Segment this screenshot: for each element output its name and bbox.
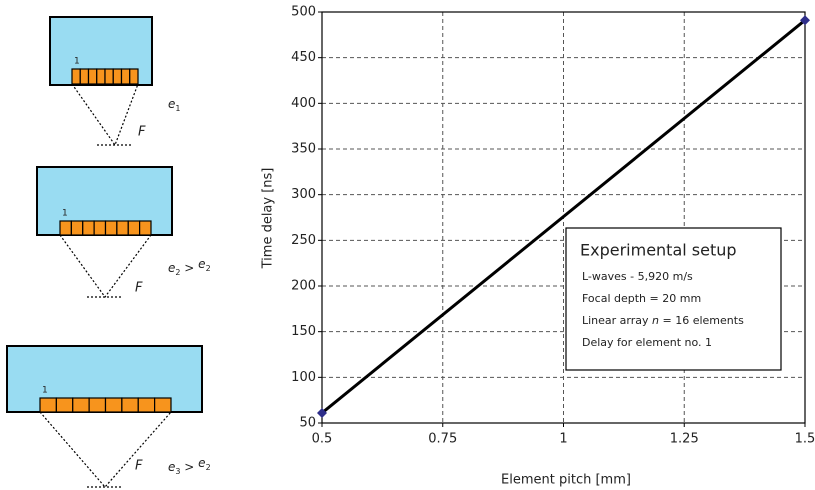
y-tick-label: 300 bbox=[291, 187, 316, 202]
annotation-line: L-waves - 5,920 m/s bbox=[582, 270, 693, 283]
pitch-label-part: 1 bbox=[175, 104, 180, 113]
x-tick-label: 1.25 bbox=[670, 432, 699, 447]
array-element bbox=[127, 220, 141, 236]
annotation-line: Delay for element no. 1 bbox=[582, 336, 712, 349]
focus-label: F bbox=[138, 125, 146, 140]
y-tick-label: 100 bbox=[291, 370, 316, 385]
pitch-label-part: e bbox=[198, 257, 205, 271]
data-point bbox=[317, 407, 327, 418]
data-line bbox=[321, 19, 806, 415]
pitch-label-part: > bbox=[180, 261, 198, 275]
x-tick-label: 0.75 bbox=[428, 432, 457, 447]
array-element bbox=[104, 220, 118, 236]
y-tick-label: 150 bbox=[291, 324, 316, 339]
array-element bbox=[154, 397, 172, 413]
focus-label: F bbox=[135, 459, 143, 474]
x-tick-label: 1 bbox=[559, 432, 567, 447]
element-number: 1 bbox=[74, 57, 80, 67]
annotation-part: Delay for element no. 1 bbox=[582, 336, 712, 349]
array-element bbox=[88, 397, 107, 413]
beam-line bbox=[39, 411, 172, 488]
array-element bbox=[72, 397, 90, 413]
array-element bbox=[93, 220, 107, 236]
array-element bbox=[137, 397, 156, 413]
x-tick-label: 0.5 bbox=[312, 432, 333, 447]
pitch-label-part: e bbox=[168, 460, 175, 474]
y-tick-label: 400 bbox=[291, 96, 316, 111]
focus-label: F bbox=[135, 281, 143, 296]
pitch-label-part: 2 bbox=[206, 264, 211, 273]
pitch-label-part: e bbox=[198, 456, 205, 470]
array-element bbox=[116, 220, 129, 236]
array-element bbox=[59, 220, 72, 236]
array-element bbox=[39, 397, 57, 413]
annotation-line: Focal depth = 20 mm bbox=[582, 292, 701, 305]
annotation-line: Linear array n = 16 elements bbox=[582, 314, 744, 327]
array-element bbox=[96, 68, 106, 85]
y-tick-label: 450 bbox=[291, 50, 316, 65]
array-element bbox=[71, 68, 81, 85]
array-element bbox=[70, 220, 84, 236]
pitch-label-part: 2 bbox=[175, 268, 180, 277]
array-element bbox=[104, 397, 123, 413]
pitch-label-part: 3 bbox=[175, 467, 180, 476]
array-element bbox=[112, 68, 123, 85]
annotation-part: L-waves - 5,920 m/s bbox=[582, 270, 693, 283]
annotation-part: Focal depth = 20 mm bbox=[582, 292, 701, 305]
array-element bbox=[82, 220, 95, 236]
pitch-label-part: > bbox=[180, 460, 198, 474]
y-axis-label: Time delay [ns] bbox=[261, 168, 276, 270]
pitch-label: e3 > e2 bbox=[168, 456, 211, 476]
y-tick-label: 350 bbox=[291, 142, 316, 157]
pitch-label-part: 2 bbox=[206, 463, 211, 472]
pitch-label-part: e bbox=[168, 97, 175, 111]
plot-frame bbox=[321, 11, 806, 424]
annotation-box bbox=[565, 227, 782, 371]
annotation-part: Linear array bbox=[582, 314, 652, 327]
pitch-label-part: e bbox=[168, 261, 175, 275]
array-element bbox=[139, 220, 152, 236]
x-axis-label: Element pitch [mm] bbox=[501, 473, 631, 488]
array-element bbox=[129, 68, 139, 85]
data-point bbox=[800, 15, 810, 26]
y-tick-label: 200 bbox=[291, 279, 316, 294]
y-tick-label: 500 bbox=[291, 5, 316, 20]
array-element bbox=[79, 68, 90, 85]
y-tick-label: 50 bbox=[299, 416, 316, 431]
array-element bbox=[120, 68, 131, 85]
annotation-part: n bbox=[652, 314, 659, 327]
array-element bbox=[87, 68, 98, 85]
array-element bbox=[104, 68, 114, 85]
annotation-title: Experimental setup bbox=[580, 241, 737, 260]
pitch-label: e1 bbox=[168, 97, 180, 113]
array-element bbox=[55, 397, 74, 413]
pitch-label: e2 > e2 bbox=[168, 257, 211, 277]
x-tick-label: 1.5 bbox=[795, 432, 815, 447]
annotation-part: = 16 elements bbox=[659, 314, 744, 327]
y-tick-label: 250 bbox=[291, 233, 316, 248]
beam-line bbox=[71, 83, 139, 147]
element-number: 1 bbox=[42, 386, 48, 396]
array-element bbox=[121, 397, 139, 413]
element-number: 1 bbox=[62, 209, 68, 219]
